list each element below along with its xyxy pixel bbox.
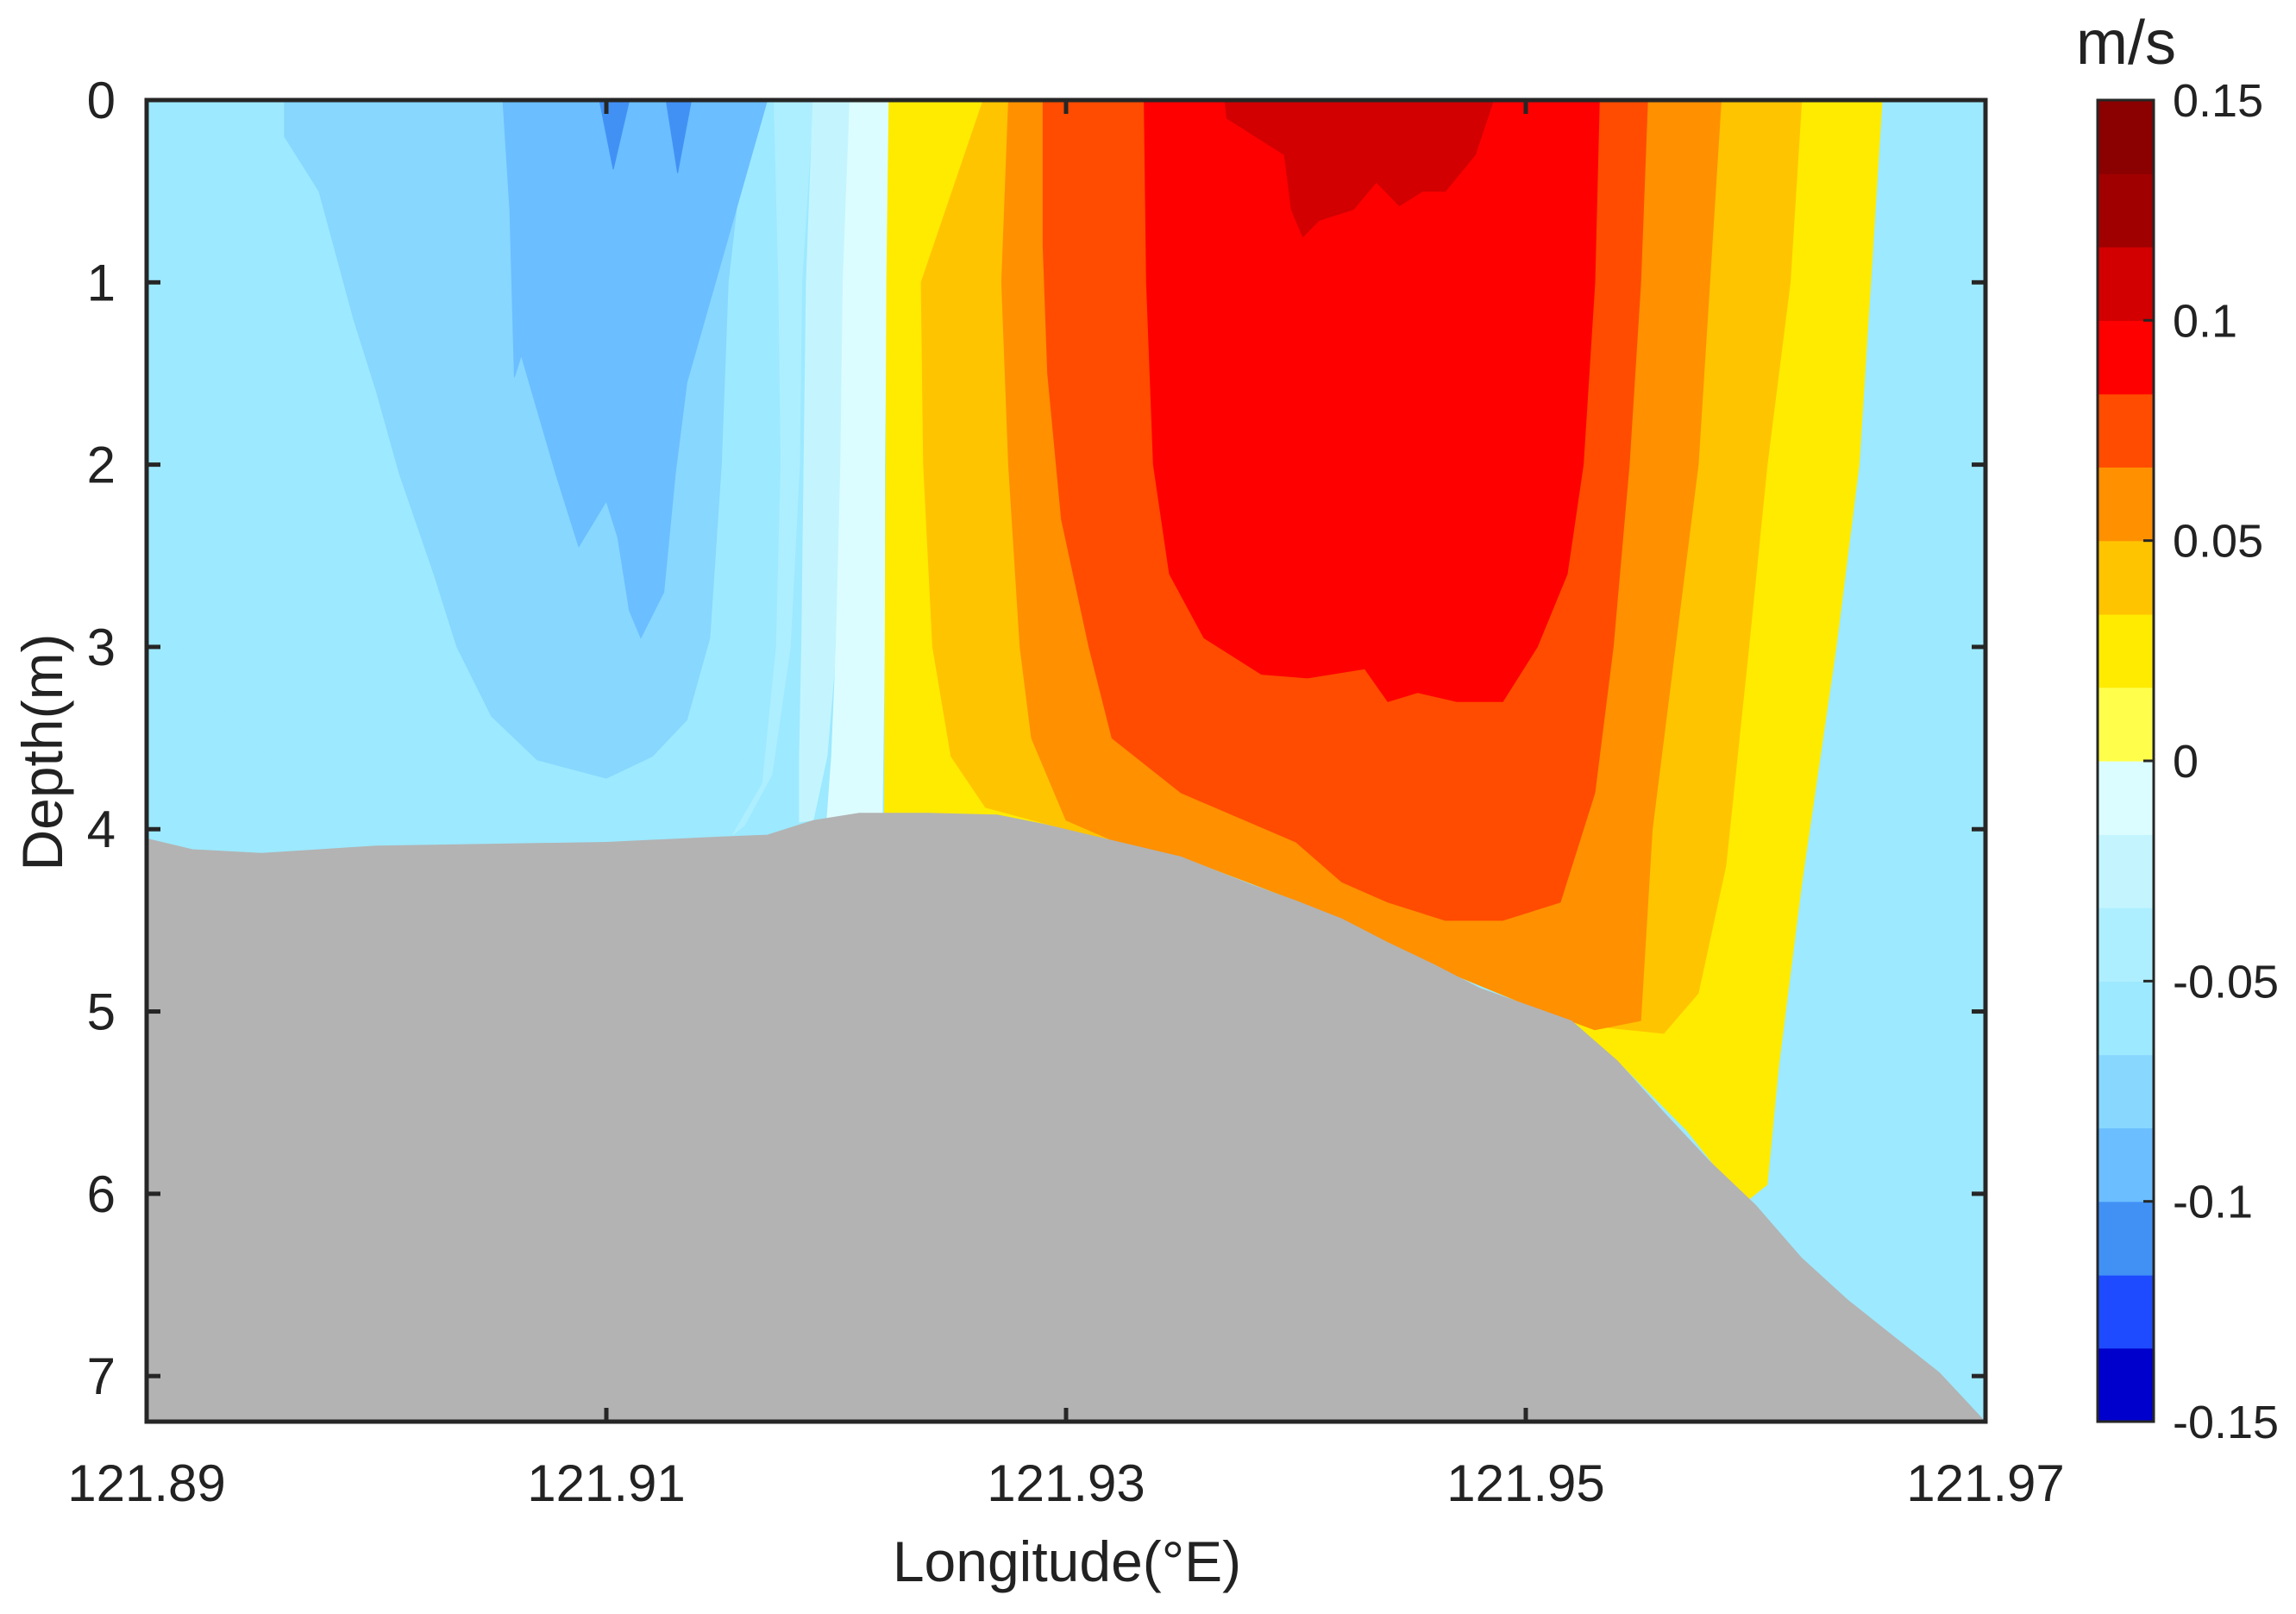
y-tick-label-6: 6 xyxy=(87,1165,116,1223)
seabed-area xyxy=(147,813,1985,1422)
colorbar-segment-5 xyxy=(2098,981,2154,1056)
x-tick-label-4: 121.97 xyxy=(1906,1454,2065,1512)
colorbar-segment-4 xyxy=(2098,1054,2154,1128)
contour-regions xyxy=(146,99,1985,1422)
x-tick-label-2: 121.93 xyxy=(987,1454,1145,1512)
colorbar-segment-1 xyxy=(2098,1274,2154,1349)
colorbar-ticks: 0.15 0.1 0.05 0 -0.05 -0.1 -0.15 xyxy=(2143,75,2279,1448)
x-axis-label: Longitude(°E) xyxy=(893,1529,1241,1593)
colorbar-segment-10 xyxy=(2098,613,2154,688)
colorbar-title: m/s xyxy=(2076,9,2176,78)
colorbar-segment-16 xyxy=(2098,173,2154,248)
contour-region-5 xyxy=(732,99,814,835)
colorbar-tick-label-4: -0.05 xyxy=(2173,956,2279,1008)
colorbar xyxy=(2096,98,2155,1423)
colorbar-segment-2 xyxy=(2098,1201,2154,1276)
y-tick-label-7: 7 xyxy=(87,1347,116,1405)
contour-region-12 xyxy=(1144,99,1600,702)
colorbar-segment-7 xyxy=(2098,834,2154,908)
colorbar-segment-12 xyxy=(2098,467,2154,542)
colorbar-tick-label-5: -0.1 xyxy=(2173,1177,2253,1228)
y-axis-ticks: 0 1 2 3 4 5 6 7 xyxy=(87,72,1985,1405)
colorbar-segment-8 xyxy=(2098,761,2154,835)
colorbar-segment-15 xyxy=(2098,247,2154,321)
colorbar-tick-label-6: -0.15 xyxy=(2173,1397,2279,1448)
colorbar-segment-11 xyxy=(2098,540,2154,615)
colorbar-tick-label-2: 0.05 xyxy=(2173,516,2263,568)
colorbar-segment-17 xyxy=(2098,100,2154,174)
x-tick-label-1: 121.91 xyxy=(527,1454,686,1512)
y-axis-label: Depth(m) xyxy=(10,633,74,870)
x-tick-label-0: 121.89 xyxy=(67,1454,226,1512)
colorbar-tick-label-1: 0.1 xyxy=(2173,295,2237,347)
colorbar-segment-0 xyxy=(2098,1347,2154,1422)
colorbar-tick-label-0: 0.15 xyxy=(2173,75,2263,127)
colorbar-segment-9 xyxy=(2098,687,2154,762)
x-tick-label-3: 121.95 xyxy=(1446,1454,1605,1512)
colorbar-tick-label-3: 0 xyxy=(2173,736,2199,788)
contour-region-13 xyxy=(1224,99,1495,238)
y-tick-label-1: 1 xyxy=(87,254,116,311)
x-axis-ticks: 121.89 121.91 121.93 121.95 121.97 xyxy=(67,100,2065,1512)
colorbar-segment-13 xyxy=(2098,393,2154,468)
contour-region-2 xyxy=(502,99,768,639)
y-tick-label-2: 2 xyxy=(87,436,116,494)
y-tick-label-0: 0 xyxy=(87,72,116,129)
colorbar-segment-3 xyxy=(2098,1127,2154,1203)
y-tick-label-5: 5 xyxy=(87,983,116,1041)
y-tick-label-4: 4 xyxy=(87,801,116,858)
y-tick-label-3: 3 xyxy=(87,619,116,676)
colorbar-segment-14 xyxy=(2098,320,2154,395)
colorbar-segment-6 xyxy=(2098,907,2154,982)
